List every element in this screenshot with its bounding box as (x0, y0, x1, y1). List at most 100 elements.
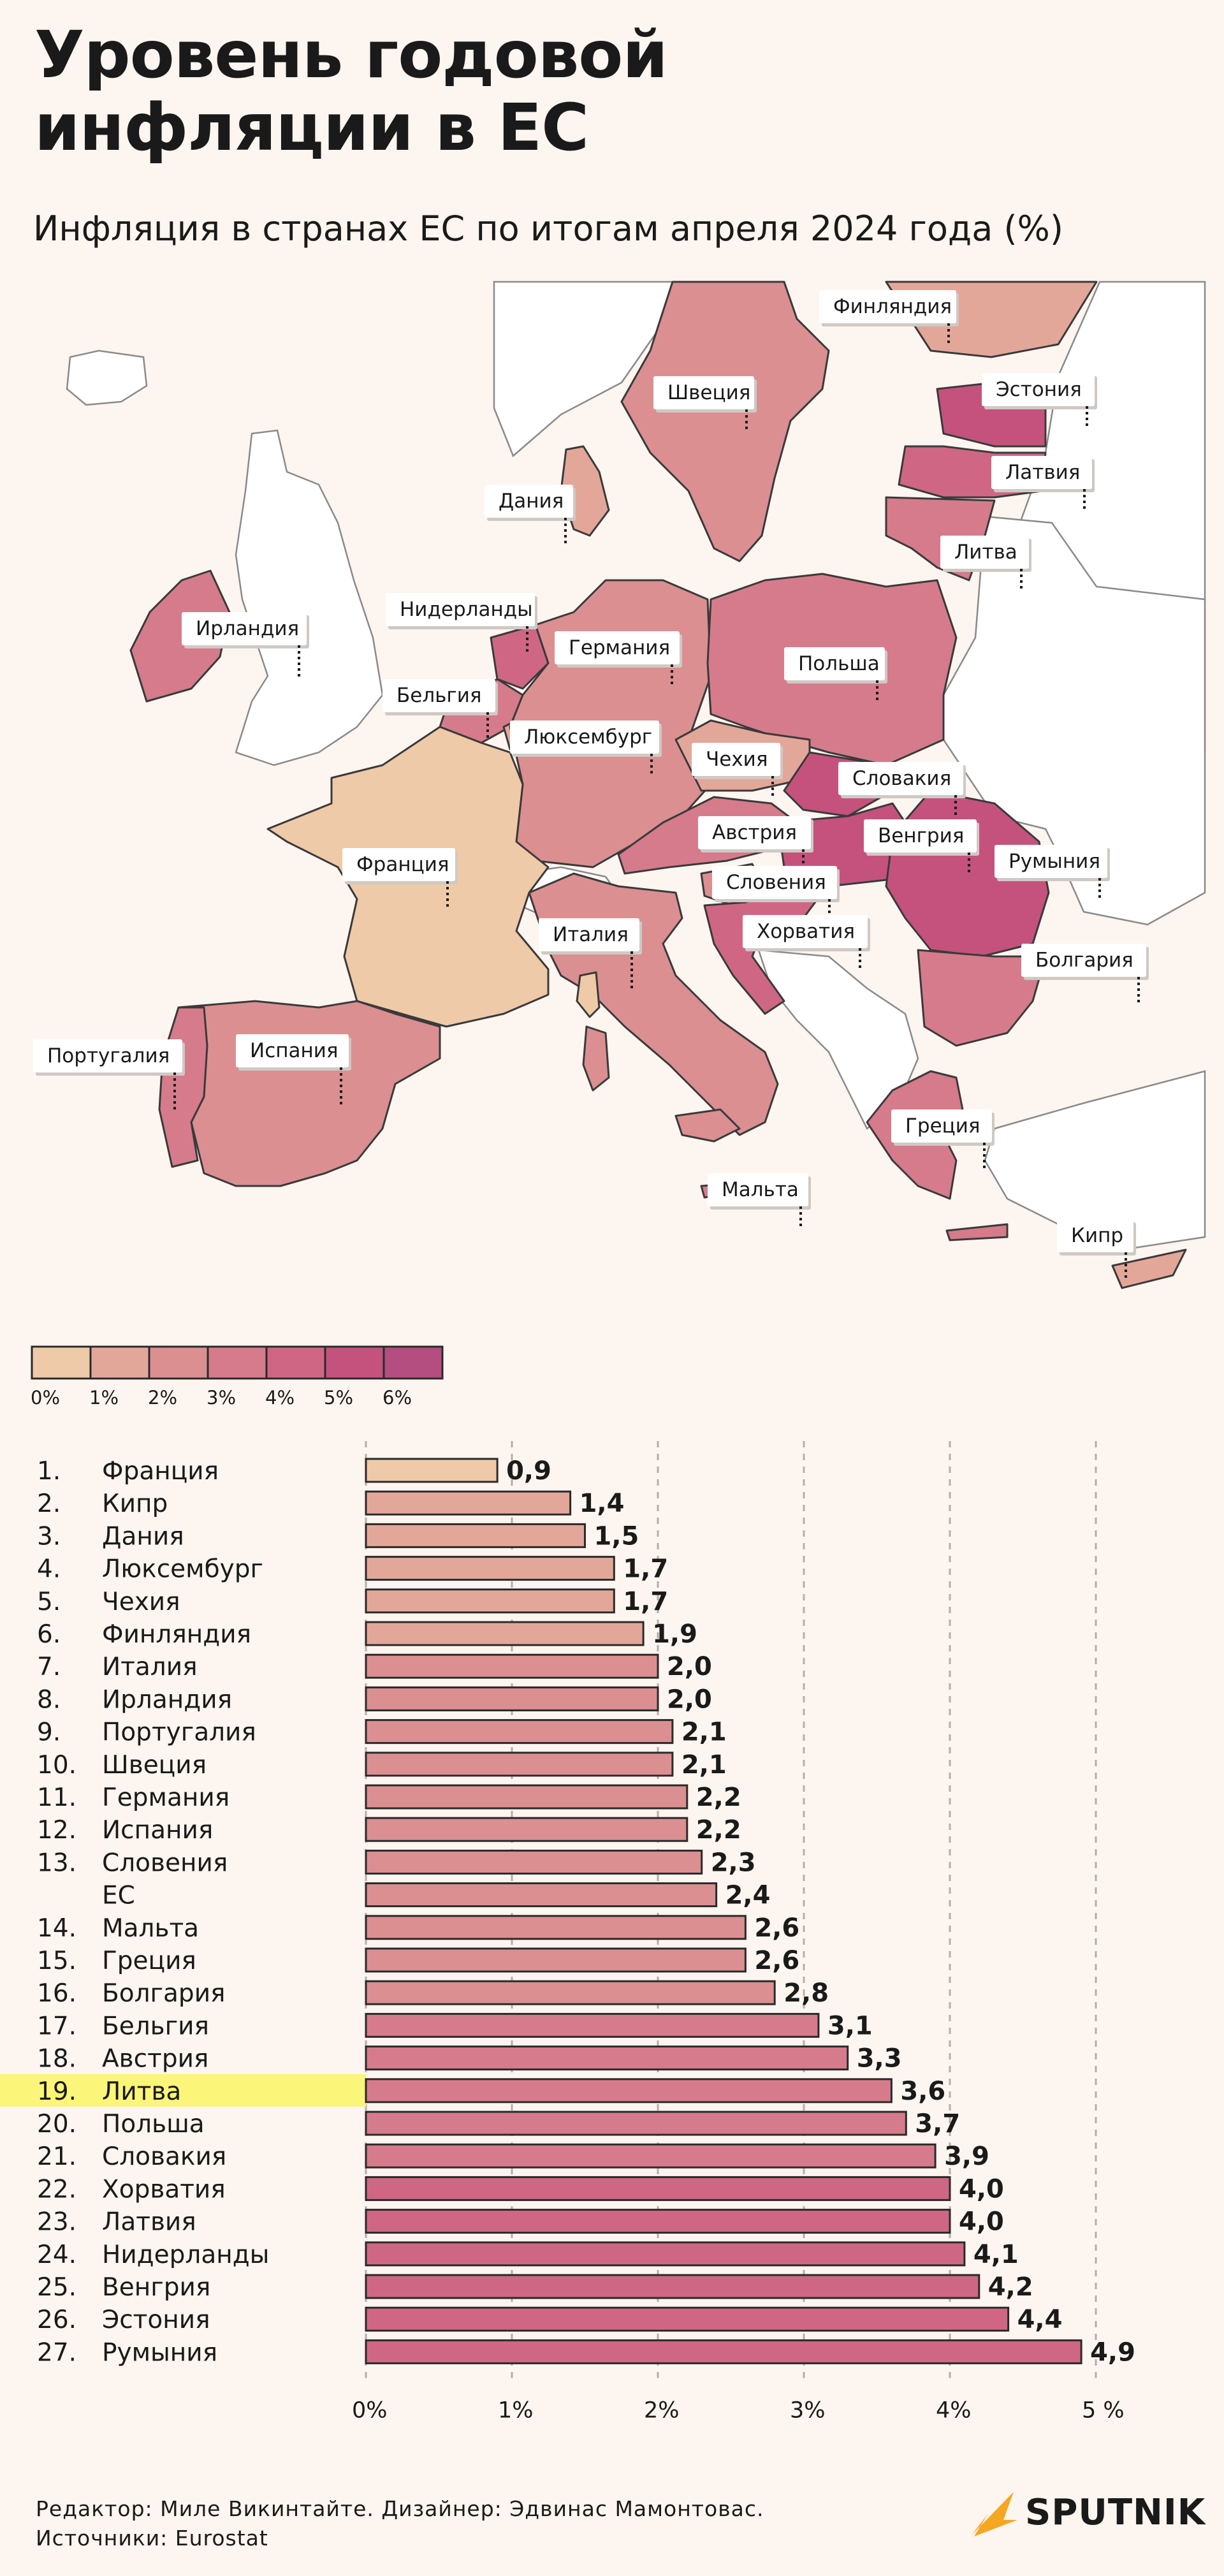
legend-swatch-3 (207, 1345, 268, 1380)
bar-value-label: 3,7 (915, 2109, 960, 2139)
bar-row-irlandiya: 8. Ирландия 2,0 (37, 1685, 712, 1714)
bar-rank: 23. (37, 2208, 76, 2237)
map-label-box (33, 1039, 182, 1072)
legend-tick-4: 4% (265, 1387, 295, 1409)
bar (365, 1719, 674, 1745)
map-label-box (1021, 944, 1146, 977)
bar-row-bolgariya: 16. Болгария 2,8 (37, 1979, 829, 2008)
bar-category-label: Швеция (102, 1751, 207, 1780)
bar-value-label: 2,4 (725, 1881, 771, 1910)
eu-inflation-map: Финляндия Швеция Эстония Латвия Литва Дания Ни… (33, 281, 1206, 1289)
map-label-box (712, 866, 837, 899)
bar-rank: 9. (37, 1718, 61, 1747)
bar-rank: 26. (37, 2306, 76, 2334)
legend-swatch-1 (89, 1345, 150, 1380)
map-label-text: Литва (954, 541, 1017, 564)
bar-value-label: 2,2 (696, 1815, 741, 1845)
bar-row-vengriya: 25. Венгрия 4,2 (37, 2272, 1033, 2302)
bar-category-label: Румыния (102, 2338, 217, 2367)
bar-category-label: Хорватия (102, 2175, 226, 2204)
bar-row-shveciya: 10. Швеция 2,1 (37, 1750, 727, 1780)
map-label-box (743, 915, 868, 948)
bar-value-label: 4,0 (959, 2174, 1004, 2204)
map-label-italiya: Италия (539, 918, 642, 990)
bar-category-label: Кипр (102, 1489, 168, 1518)
bar-row-rumyniya: 27. Румыния 4,9 (37, 2338, 1135, 2367)
bar-value-label: 3,1 (827, 2011, 873, 2040)
bar (365, 1915, 747, 1940)
map-label-text: Люксембург (524, 726, 652, 749)
bar (365, 1588, 615, 1614)
map-label-daniya: Дания (484, 485, 576, 543)
bar-rows: 1. Франция 0,9 2. Кипр 1,4 3. Дания 1,5 4. Люксемб… (0, 1456, 1135, 2367)
bar-rank: 27. (37, 2338, 76, 2367)
map-label-niderlandy: Нидерланды (386, 593, 537, 652)
bar (365, 2306, 1010, 2332)
bar-value-label: 0,9 (506, 1456, 551, 1486)
bar-row-litva: 19. Литва 3,6 (0, 2074, 945, 2107)
bar-value-label: 1,9 (652, 1620, 697, 1649)
map-label-greciya: Греция (891, 1109, 994, 1168)
bar-category-label: Эстония (102, 2306, 210, 2334)
sicily-shape (674, 1108, 741, 1143)
map-label-box (342, 848, 455, 881)
bulgaria-shape (917, 949, 1047, 1047)
map-label-box (386, 593, 535, 626)
bar (365, 1882, 718, 1908)
bar-rank: 1. (37, 1457, 61, 1486)
map-label-polsha: Польша (784, 647, 887, 702)
map-label-shveciya: Швеция (653, 376, 757, 430)
bar (365, 2111, 907, 2136)
bar-rank: 5. (37, 1588, 61, 1616)
legend-tick-1: 1% (89, 1387, 119, 1409)
legend-tick-0: 0% (31, 1387, 60, 1409)
map-label-box (484, 485, 573, 518)
bar-row-belgiya: 17. Бельгия 3,1 (37, 2011, 873, 2040)
bar-row-slovakiya: 21. Словакия 3,9 (37, 2142, 989, 2171)
bar-category-label: Словения (102, 1848, 228, 1877)
bar-row-ispaniya: 12. Испания 2,2 (37, 1815, 741, 1845)
bar (365, 2078, 892, 2104)
country-labels: Финляндия Швеция Эстония Латвия Литва Дания Ни… (33, 290, 1149, 1278)
map-label-text: Словакия (852, 767, 951, 790)
bar-category-label: Ирландия (102, 1685, 232, 1714)
title-line-1: Уровень годовой (34, 17, 668, 93)
bar-value-label: 2,0 (667, 1685, 712, 1714)
map-label-text: Кипр (1071, 1224, 1123, 1247)
legend-ticks: 0% 1% 2% 3% 4% 5% 6% (31, 1387, 412, 1409)
map-label-chehiya: Чехия (692, 743, 783, 798)
bar-value-label: 1,5 (594, 1521, 639, 1551)
map-label-text: Чехия (706, 748, 768, 771)
map-label-text: Эстония (996, 378, 1082, 401)
bar-row-latviya: 23. Латвия 4,0 (37, 2207, 1004, 2237)
bar-value-label: 2,8 (783, 1979, 829, 2008)
bar-row-avstriya: 18. Австрия 3,3 (37, 2044, 902, 2074)
bar-row-es: ЕС 2,4 (102, 1881, 770, 1910)
map-label-text: Швеция (667, 381, 750, 404)
sputnik-logo-icon (972, 2492, 1017, 2536)
bar-rank: 16. (37, 1979, 76, 2008)
map-label-box (653, 376, 754, 409)
bar-category-label: Италия (102, 1653, 198, 1681)
map-label-franciya: Франция (342, 848, 458, 907)
bar-x-axis: 0% 1% 2% 3% 4% 5 % (352, 2398, 1125, 2424)
bar (365, 1784, 688, 1810)
bar-value-label: 2,1 (681, 1750, 727, 1780)
map-label-avstriya: Австрия (698, 816, 813, 881)
row-highlight (0, 2074, 366, 2107)
legend-swatch-5 (324, 1345, 385, 1380)
bar-category-label: Мальта (102, 1914, 199, 1943)
bar-category-label: Бельгия (102, 2012, 209, 2040)
bar (365, 2274, 980, 2299)
bar (365, 1653, 659, 1679)
map-label-text: Франция (356, 853, 449, 876)
bar-row-franciya: 1. Франция 0,9 (37, 1456, 551, 1486)
bar-category-label: Греция (102, 1947, 196, 1975)
bar-value-label: 2,0 (667, 1652, 712, 1681)
legend-swatch-6 (382, 1345, 444, 1380)
bar-value-label: 4,4 (1017, 2305, 1063, 2334)
map-label-irlandiya: Ирландия (182, 612, 309, 677)
map-label-box (692, 743, 780, 776)
map-label-latviya: Латвия (991, 456, 1095, 509)
map-label-text: Португалия (47, 1044, 170, 1067)
